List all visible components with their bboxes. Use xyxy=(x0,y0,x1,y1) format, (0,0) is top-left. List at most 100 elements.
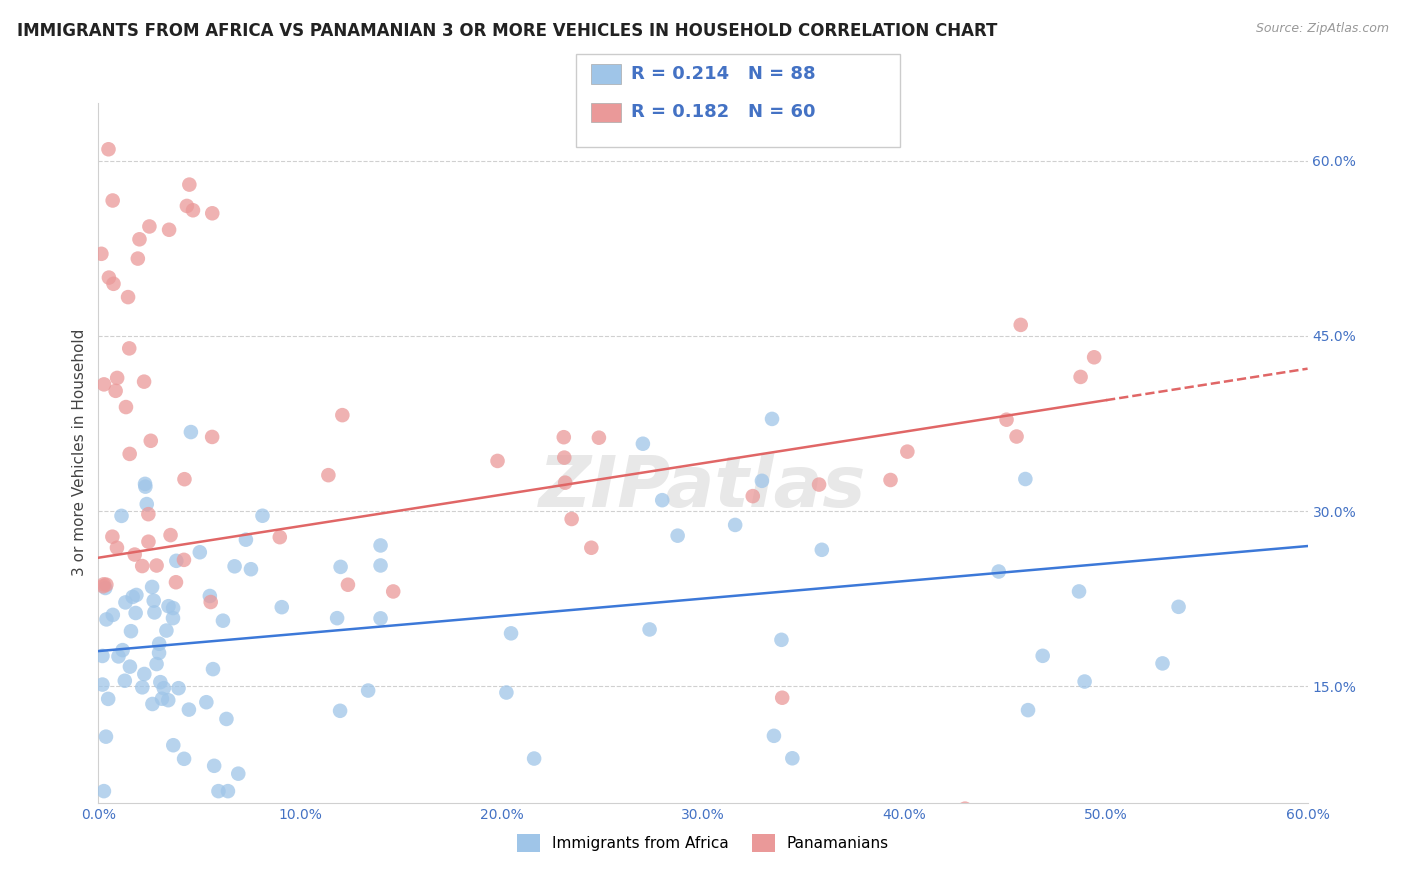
Point xyxy=(105,541,128,555)
Point xyxy=(141,580,163,594)
Text: R = 0.182   N = 60: R = 0.182 N = 60 xyxy=(631,103,815,121)
Point xyxy=(105,371,128,385)
Point xyxy=(131,559,153,574)
Y-axis label: 3 or more Vehicles in Household: 3 or more Vehicles in Household xyxy=(72,329,87,576)
Point xyxy=(97,270,120,285)
Point xyxy=(135,497,157,511)
Point xyxy=(896,444,918,458)
Point xyxy=(94,730,117,744)
Point xyxy=(107,649,129,664)
Point xyxy=(239,562,262,576)
Point xyxy=(318,468,340,483)
Point xyxy=(1014,472,1036,486)
Point xyxy=(143,606,166,620)
Point xyxy=(173,472,195,486)
Point xyxy=(553,430,575,444)
Point xyxy=(761,412,783,426)
Point xyxy=(486,454,509,468)
Point xyxy=(97,691,120,706)
Point xyxy=(91,677,114,691)
Point xyxy=(177,703,200,717)
Point xyxy=(651,493,673,508)
Point xyxy=(134,480,156,494)
Point xyxy=(741,489,763,503)
Point xyxy=(724,517,747,532)
Point xyxy=(110,508,132,523)
Point xyxy=(115,400,138,414)
Point xyxy=(200,595,222,609)
Point xyxy=(1010,318,1032,332)
Text: R = 0.214   N = 88: R = 0.214 N = 88 xyxy=(631,65,815,83)
Point xyxy=(118,447,141,461)
Point xyxy=(953,802,976,816)
Point xyxy=(207,784,229,798)
Point xyxy=(201,206,224,220)
Point xyxy=(138,507,160,521)
Point xyxy=(124,606,146,620)
Point xyxy=(97,142,120,156)
Point xyxy=(382,584,405,599)
Point xyxy=(370,558,392,573)
Point xyxy=(149,675,172,690)
Point xyxy=(770,690,793,705)
Point xyxy=(1017,703,1039,717)
Point xyxy=(198,589,221,603)
Point xyxy=(117,290,139,304)
Point xyxy=(879,473,901,487)
Legend: Immigrants from Africa, Panamanians: Immigrants from Africa, Panamanians xyxy=(510,829,896,858)
Point xyxy=(101,607,124,622)
Point xyxy=(762,729,785,743)
Text: Source: ZipAtlas.com: Source: ZipAtlas.com xyxy=(1256,22,1389,36)
Point xyxy=(139,434,162,448)
Point xyxy=(270,600,292,615)
Point xyxy=(357,683,380,698)
Point xyxy=(93,577,115,591)
Point xyxy=(104,384,127,398)
Point xyxy=(162,738,184,752)
Point xyxy=(215,712,238,726)
Point xyxy=(329,704,352,718)
Point xyxy=(1152,657,1174,671)
Point xyxy=(553,450,575,465)
Point xyxy=(217,784,239,798)
Point xyxy=(581,541,603,555)
Point xyxy=(162,601,184,615)
Point xyxy=(995,413,1018,427)
Point xyxy=(167,681,190,696)
Point xyxy=(1073,674,1095,689)
Point xyxy=(165,575,187,590)
Point xyxy=(121,590,143,604)
Point xyxy=(128,232,150,246)
Point xyxy=(370,538,392,552)
Point xyxy=(235,533,257,547)
Point xyxy=(91,579,114,593)
Point xyxy=(155,624,177,638)
Point xyxy=(554,475,576,490)
Point xyxy=(124,548,146,562)
Point xyxy=(138,219,160,234)
Point xyxy=(93,377,115,392)
Point xyxy=(811,542,834,557)
Text: ZIPatlas: ZIPatlas xyxy=(540,453,866,522)
Point xyxy=(180,425,202,439)
Point xyxy=(96,577,118,591)
Point xyxy=(588,431,610,445)
Point xyxy=(96,612,118,626)
Point xyxy=(212,614,235,628)
Point xyxy=(195,695,218,709)
Point xyxy=(173,752,195,766)
Point xyxy=(672,807,695,822)
Point xyxy=(1067,584,1090,599)
Point xyxy=(495,685,517,699)
Point xyxy=(125,588,148,602)
Point xyxy=(150,691,173,706)
Point xyxy=(1167,599,1189,614)
Point xyxy=(173,553,195,567)
Point xyxy=(114,595,136,609)
Point xyxy=(499,626,522,640)
Point xyxy=(90,247,112,261)
Point xyxy=(1083,351,1105,365)
Point xyxy=(326,611,349,625)
Point xyxy=(148,646,170,660)
Point xyxy=(94,581,117,595)
